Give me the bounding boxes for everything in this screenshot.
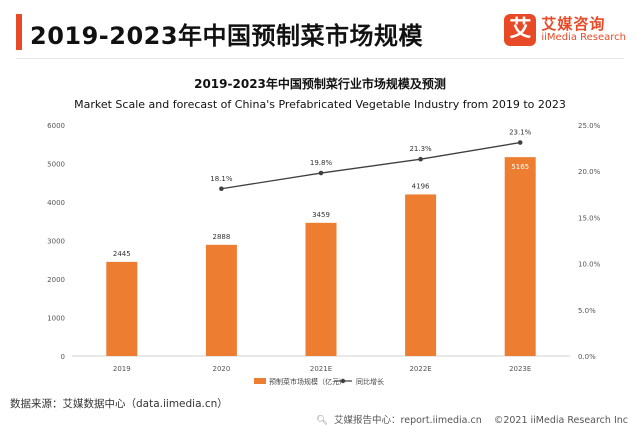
y2-tick-label: 0.0% xyxy=(578,353,596,361)
x-tick-label: 2023E xyxy=(509,365,531,373)
bar-value-label: 5165 xyxy=(511,163,529,171)
logo-text: 艾媒咨询 iiMedia Research xyxy=(541,16,626,44)
y2-tick-label: 20.0% xyxy=(578,168,601,176)
footer-credit: 🔍︎ 艾媒报告中心：report.iimedia.cn ©2021 iiMedi… xyxy=(316,412,628,426)
y-tick-label: 3000 xyxy=(47,238,65,246)
y2-tick-label: 5.0% xyxy=(578,307,596,315)
bar-value-label: 2445 xyxy=(113,250,131,258)
legend-bar-swatch xyxy=(254,378,266,384)
search-icon: 🔍︎ xyxy=(315,415,329,426)
x-tick-label: 2022E xyxy=(409,365,431,373)
brand-logo: 艾 艾媒咨询 iiMedia Research xyxy=(504,14,626,46)
x-tick-label: 2020 xyxy=(212,365,230,373)
legend-bar-label: 预制菜市场规模（亿元） xyxy=(269,377,346,386)
bar-2023E xyxy=(504,157,536,356)
y-tick-label: 6000 xyxy=(47,122,65,130)
bar-value-label: 3459 xyxy=(312,211,330,219)
growth-value-label: 21.3% xyxy=(409,145,432,153)
market-scale-chart: 2019-2023年中国预制菜行业市场规模及预测 Market Scale and… xyxy=(47,76,601,386)
bar-value-label: 2888 xyxy=(212,233,230,241)
header-accent-bar xyxy=(16,14,22,50)
logo-mark-icon: 艾 xyxy=(504,14,537,46)
header-divider xyxy=(16,58,624,59)
chart-title: 2019-2023年中国预制菜行业市场规模及预测 xyxy=(194,76,446,91)
bar-2021E xyxy=(305,222,337,356)
growth-value-label: 18.1% xyxy=(210,175,233,183)
bar-2020 xyxy=(205,244,237,356)
y-tick-label: 2000 xyxy=(47,276,65,284)
page-title: 2019-2023年中国预制菜市场规模 xyxy=(30,22,424,50)
legend-line-label: 同比增长 xyxy=(356,377,384,386)
bar-2019 xyxy=(106,261,138,356)
bar-value-label: 4196 xyxy=(412,182,430,190)
growth-point-2021E xyxy=(318,170,324,176)
growth-value-label: 19.8% xyxy=(310,159,333,167)
y2-tick-label: 10.0% xyxy=(578,261,601,269)
y-tick-label: 0 xyxy=(61,353,65,361)
y2-tick-label: 25.0% xyxy=(578,122,601,130)
copyright-text: ©2021 iiMedia Research Inc xyxy=(493,415,628,426)
data-source: 数据来源：艾媒数据中心（data.iimedia.cn） xyxy=(10,398,228,410)
growth-value-label: 23.1% xyxy=(509,129,532,137)
legend-line-marker xyxy=(340,378,346,384)
growth-point-2022E xyxy=(418,156,423,162)
logo-text-cn: 艾媒咨询 xyxy=(541,15,606,33)
y-tick-label: 4000 xyxy=(47,199,65,207)
y2-tick-label: 15.0% xyxy=(578,214,601,222)
y-tick-label: 1000 xyxy=(47,315,65,323)
growth-point-2020 xyxy=(219,186,224,192)
y-tick-label: 5000 xyxy=(47,161,65,169)
x-tick-label: 2019 xyxy=(113,365,131,373)
bar-2022E xyxy=(405,194,437,356)
x-tick-label: 2021E xyxy=(310,365,332,373)
report-center-link[interactable]: 艾媒报告中心：report.iimedia.cn xyxy=(334,415,482,426)
logo-text-en: iiMedia Research xyxy=(541,32,626,43)
growth-line xyxy=(221,141,521,190)
growth-point-2023E xyxy=(517,140,523,145)
chart-subtitle: Market Scale and forecast of China's Pre… xyxy=(74,98,566,111)
